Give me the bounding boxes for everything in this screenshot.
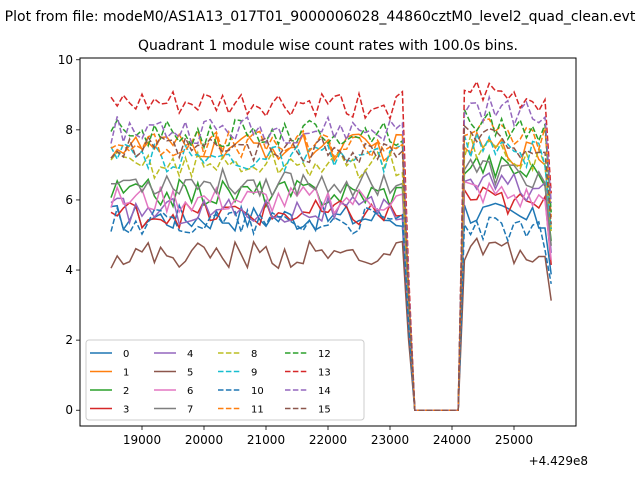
y-tick-label: 2	[65, 333, 73, 347]
legend-entry: 4	[154, 349, 193, 360]
legend-label: 11	[251, 405, 264, 416]
legend-entry: 5	[154, 368, 193, 379]
legend-entry: 12	[285, 349, 331, 360]
x-tick-label: 25000	[495, 433, 533, 447]
x-tick-label: 22000	[309, 433, 347, 447]
series-line-5	[110, 236, 552, 411]
legend-label: 6	[187, 386, 193, 397]
legend-label: 12	[318, 349, 331, 360]
legend-label: 2	[123, 386, 129, 397]
legend-label: 1	[123, 368, 129, 379]
legend-entry: 14	[285, 386, 331, 397]
legend-label: 3	[123, 405, 129, 416]
series-line-15	[110, 124, 552, 411]
chart-title: Quadrant 1 module wise count rates with …	[138, 38, 518, 54]
y-tick-label: 6	[65, 193, 73, 207]
legend-entry: 2	[90, 386, 129, 397]
y-tick-label: 8	[65, 123, 73, 137]
legend-entry: 10	[218, 386, 264, 397]
legend-entry: 1	[90, 368, 129, 379]
plot-area	[79, 57, 577, 427]
legend-entry: 9	[218, 368, 257, 379]
series-line-13	[110, 79, 552, 411]
legend-label: 0	[123, 349, 129, 360]
legend-entry: 3	[90, 405, 129, 416]
series-line-2	[110, 153, 552, 411]
legend-entry: 15	[285, 405, 331, 416]
legend-label: 9	[251, 368, 257, 379]
y-tick-label: 4	[65, 263, 73, 277]
series-line-10	[110, 205, 552, 411]
series-line-7	[111, 158, 552, 411]
legend-label: 8	[251, 349, 257, 360]
legend-label: 5	[187, 368, 193, 379]
series-line-9	[110, 131, 552, 411]
legend-entry: 13	[285, 368, 331, 379]
x-offset-label: +4.429e8	[529, 454, 588, 468]
legend-label: 14	[318, 386, 331, 397]
series-line-12	[110, 109, 552, 411]
legend-entry: 8	[218, 349, 257, 360]
series-line-6	[110, 180, 552, 411]
legend-label: 15	[318, 405, 331, 416]
legend-box	[85, 339, 365, 421]
legend-label: 4	[187, 349, 193, 360]
legend-label: 7	[187, 405, 193, 416]
x-tick-label: 23000	[371, 433, 409, 447]
series-line-0	[110, 200, 552, 411]
figure-suptitle: Plot from file: modeM0/AS1A13_017T01_900…	[5, 9, 636, 25]
y-axis: 0 2 4 6 8 10	[58, 53, 80, 417]
x-tick-label: 20000	[185, 433, 223, 447]
legend-entry: 7	[154, 405, 193, 416]
x-tick-label: 21000	[247, 433, 285, 447]
legend-entry: 11	[218, 405, 264, 416]
x-tick-label: 19000	[123, 433, 161, 447]
x-axis: 19000 20000 21000 22000 23000 24000 25000	[123, 426, 533, 447]
x-tick-label: 24000	[433, 433, 471, 447]
y-tick-label: 10	[58, 53, 73, 67]
legend-label: 10	[251, 386, 264, 397]
y-tick-label: 0	[65, 403, 73, 417]
legend-entry: 0	[90, 349, 129, 360]
legend-entry: 6	[154, 386, 193, 397]
series-line-14	[110, 94, 552, 411]
series-lines	[110, 79, 552, 411]
series-line-8	[110, 132, 552, 411]
legend-label: 13	[318, 368, 331, 379]
